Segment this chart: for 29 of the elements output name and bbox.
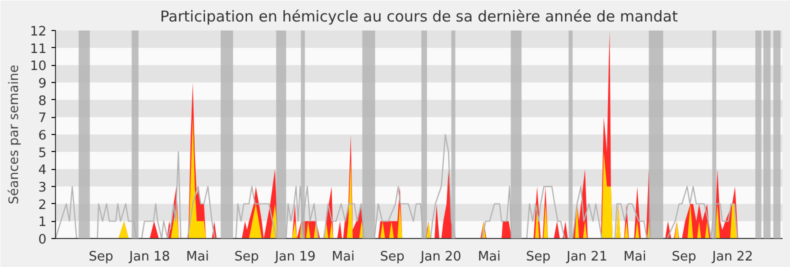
x-tick-label: Mai bbox=[332, 250, 355, 264]
x-tick-label: Jan 21 bbox=[566, 250, 608, 264]
x-tick-label: Jan 19 bbox=[274, 250, 316, 264]
y-tick-label: 9 bbox=[38, 76, 47, 92]
x-tick-label: Sep bbox=[88, 250, 114, 264]
y-tick-label: 5 bbox=[38, 146, 47, 161]
x-tick-label: Mai bbox=[478, 250, 501, 264]
x-tick-label: Jan 18 bbox=[128, 250, 170, 264]
y-tick-label: 10 bbox=[30, 59, 47, 74]
y-tick-label: 2 bbox=[38, 198, 47, 213]
y-tick-label: 12 bbox=[30, 24, 47, 40]
y-tick-label: 7 bbox=[38, 111, 47, 126]
x-tick-label: Mai bbox=[623, 250, 646, 264]
x-tick-label: Sep bbox=[234, 250, 259, 264]
y-tick-label: 1 bbox=[38, 215, 47, 230]
chart-title: Participation en hémicycle au cours de sa dernière année de mandat bbox=[160, 8, 678, 26]
y-tick-label: 0 bbox=[38, 232, 47, 248]
y-tick-label: 4 bbox=[38, 163, 47, 178]
x-tick-label: Mai bbox=[186, 250, 209, 264]
x-tick-label: Jan 20 bbox=[420, 250, 462, 264]
y-axis-title: Séances par semaine bbox=[6, 64, 22, 204]
x-tick-label: Sep bbox=[380, 250, 405, 264]
y-tick-label: 3 bbox=[38, 180, 47, 196]
x-tick-label: Sep bbox=[526, 250, 551, 264]
x-tick-label: Sep bbox=[672, 250, 696, 264]
y-tick-label: 11 bbox=[30, 42, 47, 57]
y-tick-label: 6 bbox=[38, 128, 47, 144]
x-tick-label: Jan 22 bbox=[711, 250, 753, 264]
y-tick-label: 8 bbox=[38, 94, 47, 109]
